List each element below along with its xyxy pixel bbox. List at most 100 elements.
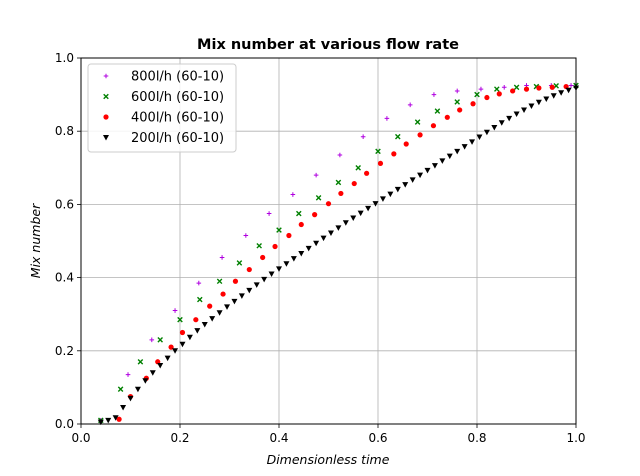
legend-item: 200l/h (60-10)	[103, 131, 224, 146]
data-point	[172, 348, 179, 354]
legend-label: 600l/h (60-10)	[131, 90, 224, 105]
data-point	[207, 303, 213, 309]
data-point	[261, 276, 268, 283]
y-tick-label: 0.6	[55, 197, 74, 211]
series-3	[97, 85, 579, 426]
data-point	[177, 316, 183, 323]
y-axis: 0.0 0.2 0.4 0.6 0.8 1.0	[55, 51, 81, 431]
data-point	[506, 115, 513, 122]
data-point	[112, 415, 119, 421]
legend-marker	[103, 135, 109, 141]
data-point	[231, 298, 238, 305]
data-point	[364, 170, 370, 176]
data-point	[457, 107, 463, 113]
data-point	[476, 134, 483, 141]
data-point	[357, 210, 364, 217]
data-point	[260, 254, 266, 261]
data-point	[395, 133, 401, 140]
data-point	[127, 395, 134, 402]
data-point	[142, 378, 149, 384]
data-point	[431, 163, 438, 169]
data-point	[236, 260, 243, 266]
data-point	[377, 160, 384, 167]
y-tick-label: 1.0	[55, 51, 74, 65]
data-point	[224, 304, 231, 310]
data-point	[484, 94, 490, 101]
data-point	[137, 358, 144, 365]
data-point	[197, 296, 203, 303]
data-point	[355, 165, 361, 171]
legend: 800l/h (60-10) 600l/h (60-10) 400l/h (60-1…	[87, 63, 237, 153]
data-point	[360, 134, 366, 139]
data-point	[246, 266, 252, 273]
y-tick-label: 0.8	[55, 124, 74, 138]
data-point	[272, 243, 278, 250]
data-point	[97, 419, 104, 426]
data-point	[350, 215, 357, 221]
data-point	[384, 116, 390, 121]
data-point	[483, 129, 490, 136]
data-point	[387, 191, 394, 198]
data-point	[179, 329, 186, 336]
x-axis-label: Dimensionless time	[267, 452, 390, 467]
data-point	[149, 370, 156, 376]
data-point	[117, 386, 124, 393]
data-point	[149, 337, 155, 343]
x-tick-label: 0.8	[467, 431, 486, 445]
data-point	[342, 220, 349, 226]
data-point	[193, 317, 199, 323]
data-point	[298, 221, 304, 228]
legend-item: 400l/h (60-10)	[103, 111, 224, 126]
data-point	[444, 114, 450, 120]
data-point	[216, 278, 223, 285]
y-tick-label: 0.4	[55, 271, 74, 285]
data-point	[446, 153, 453, 160]
data-point	[209, 316, 216, 322]
data-point	[296, 210, 302, 217]
data-point	[186, 334, 193, 341]
data-point	[434, 108, 441, 114]
data-point	[105, 417, 112, 424]
data-point	[379, 196, 386, 202]
series-2	[116, 83, 569, 422]
data-point	[305, 245, 312, 252]
data-point	[266, 211, 272, 216]
x-tick-label: 0.6	[368, 431, 387, 445]
data-point	[276, 227, 282, 233]
data-point	[335, 225, 342, 231]
plot-frame	[80, 57, 577, 425]
data-point	[469, 139, 476, 145]
data-point	[253, 282, 260, 288]
data-point	[439, 158, 446, 164]
data-point	[172, 308, 178, 313]
data-point	[528, 103, 535, 109]
data-point	[510, 88, 516, 94]
data-point	[351, 180, 357, 187]
data-point	[134, 386, 141, 393]
data-point	[521, 107, 528, 113]
data-point	[335, 179, 342, 186]
data-point	[338, 190, 344, 197]
data-point	[256, 242, 262, 249]
legend-label: 800l/h (60-10)	[131, 70, 224, 85]
x-axis: 0.0 0.2 0.4 0.6 0.8 1.0	[71, 424, 586, 445]
data-point	[470, 101, 476, 107]
x-tick-label: 1.0	[566, 431, 585, 445]
data-point	[523, 86, 530, 92]
legend-marker	[103, 73, 109, 79]
data-point	[125, 372, 131, 377]
legend-marker	[103, 93, 109, 100]
data-point	[513, 111, 520, 117]
legend-box	[87, 63, 237, 153]
data-point	[461, 144, 468, 150]
data-point	[375, 148, 381, 155]
data-point	[550, 93, 557, 99]
data-point	[454, 88, 460, 94]
legend-item: 600l/h (60-10)	[103, 90, 224, 105]
legend-label: 200l/h (60-10)	[131, 131, 224, 146]
data-point	[536, 85, 542, 91]
legend-item: 800l/h (60-10)	[103, 70, 224, 85]
data-point	[194, 328, 201, 334]
data-point	[283, 261, 290, 267]
data-point	[219, 255, 225, 260]
